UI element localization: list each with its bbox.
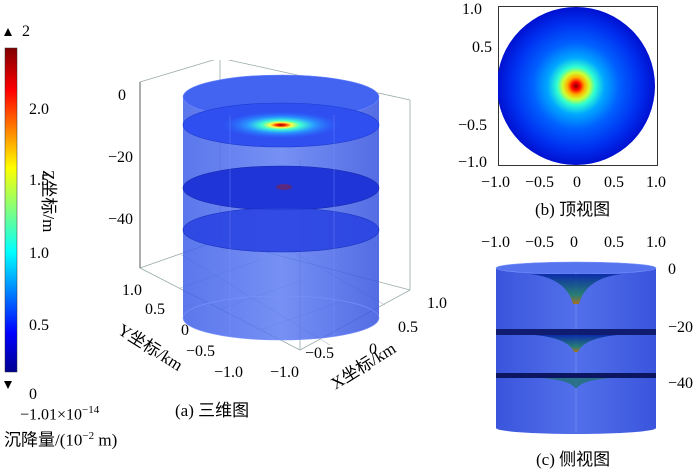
b-x-tick: 1.0 <box>646 174 666 191</box>
z-axis-label: Z坐标/m <box>39 170 58 233</box>
z-tick: −20 <box>108 149 134 166</box>
y-tick: 1.0 <box>122 282 142 299</box>
colorbar-tick: 0.5 <box>29 317 49 334</box>
panel-b-top-view <box>498 6 658 166</box>
top-view-disc <box>498 7 655 165</box>
b-y-tick: −0.5 <box>458 117 488 134</box>
cylinder-bottom <box>182 295 380 341</box>
colorbar-tick: 1.5 <box>29 172 49 189</box>
panel-c-caption: (c) 侧视图 <box>536 450 611 469</box>
colorbar-unit-label: 沉降量/(10−2 m) <box>4 430 118 450</box>
x-tick: 0 <box>369 341 377 358</box>
b-x-tick: −0.5 <box>525 174 555 191</box>
y-tick: −0.5 <box>186 343 216 360</box>
x-tick: 1.0 <box>427 295 447 312</box>
x-tick: −0.5 <box>305 345 335 362</box>
slice-middle-spot <box>276 184 292 190</box>
panel-a-3d-view <box>139 60 411 351</box>
y-tick: 0 <box>181 322 189 339</box>
funnel-top <box>530 274 622 304</box>
slice-lower <box>182 207 380 253</box>
c-z-tick: −20 <box>668 319 694 336</box>
panel-b-caption: (b) 顶视图 <box>535 200 611 219</box>
colorbar-max-arrow <box>4 28 12 36</box>
colorbar-tick: 2.0 <box>29 101 49 118</box>
x-tick: −1.0 <box>270 364 300 381</box>
panel-c-side-view <box>495 261 657 434</box>
funnel-middle <box>534 335 618 352</box>
b-y-tick: 1.0 <box>462 1 482 18</box>
funnel-lower <box>540 378 612 388</box>
b-x-tick: 0.5 <box>604 174 624 191</box>
side-slice-band <box>496 373 656 378</box>
y-tick: 0.5 <box>145 301 165 318</box>
colorbar-min-label: −1.01×10−14 <box>20 404 100 424</box>
x-tick: 0.5 <box>398 319 418 336</box>
colorbar-tick: 0 <box>29 386 37 403</box>
side-slice-band <box>496 329 656 335</box>
c-x-tick: 0 <box>570 234 578 251</box>
slice-upper-hotspot <box>221 111 341 139</box>
b-y-tick: 0.5 <box>472 39 492 56</box>
c-x-tick: −1.0 <box>481 234 511 251</box>
colorbar-max-label: 2 <box>22 23 30 40</box>
y-tick: −1.0 <box>214 364 244 381</box>
b-x-tick: 0 <box>573 174 581 191</box>
c-x-tick: −0.5 <box>525 234 555 251</box>
colorbar <box>4 28 18 389</box>
colorbar-min-arrow <box>4 381 12 389</box>
z-tick: 0 <box>118 87 126 104</box>
panel-a-caption: (a) 三维图 <box>175 401 250 420</box>
c-z-tick: 0 <box>668 261 676 278</box>
b-x-tick: −1.0 <box>481 174 511 191</box>
c-z-tick: −40 <box>668 375 694 392</box>
c-x-tick: 0.5 <box>604 234 624 251</box>
b-y-tick: −1.0 <box>458 154 488 171</box>
colorbar-gradient <box>4 47 18 373</box>
colorbar-tick: 1.0 <box>29 245 49 262</box>
z-tick: −40 <box>108 211 134 228</box>
c-x-tick: 1.0 <box>646 234 666 251</box>
